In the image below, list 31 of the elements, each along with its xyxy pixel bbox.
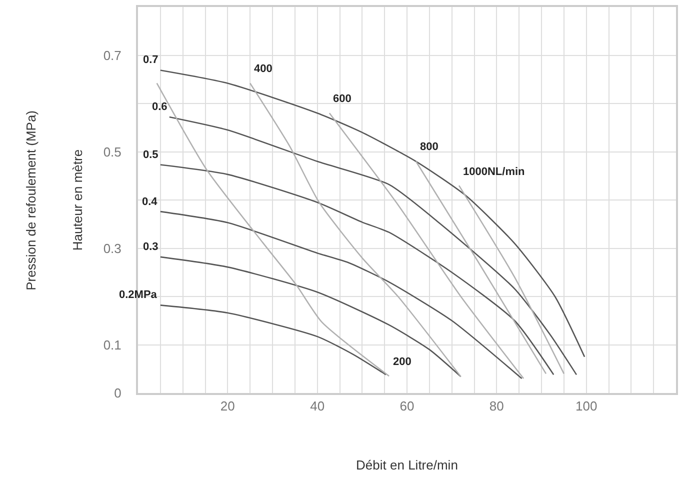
y-tick-label: 0	[114, 386, 122, 401]
line-series	[168, 116, 578, 376]
annotation: 400	[254, 63, 272, 75]
annotation: 1000NL/min	[463, 166, 526, 178]
y-axis-title: Hauteur en mètre	[70, 149, 85, 251]
line-series	[249, 82, 462, 378]
line-series	[160, 304, 387, 376]
annotation: 0.4	[142, 196, 158, 208]
y-tick-label: 0.3	[103, 240, 122, 256]
y-tick-label: 0.7	[103, 48, 122, 63]
x-tick-label: 100	[575, 398, 598, 414]
annotation: 800	[420, 141, 438, 153]
line-series	[160, 256, 462, 378]
annotation: 600	[333, 93, 352, 105]
annotation: 0.2MPa	[119, 289, 158, 301]
annotation: 200	[393, 356, 412, 368]
x-tick-label: 40	[310, 398, 325, 414]
line-series	[160, 164, 554, 376]
line-series	[328, 112, 524, 380]
x-tick-label: 80	[489, 398, 504, 414]
annotation: 0.5	[143, 149, 158, 161]
line-series	[160, 210, 522, 380]
text: Pression de refoulement (MPa)	[23, 110, 38, 290]
annotation: 0.7	[143, 54, 158, 66]
annotation: 0.6	[152, 101, 168, 113]
x-tick-label: 20	[220, 398, 235, 414]
y-tick-label: 0.1	[103, 337, 122, 352]
x-axis-title: Débit en Litre/min	[356, 458, 458, 473]
annotation: 0.3	[143, 241, 158, 253]
x-tick-label: 60	[400, 398, 414, 414]
y-tick-label: 0.5	[103, 144, 122, 160]
